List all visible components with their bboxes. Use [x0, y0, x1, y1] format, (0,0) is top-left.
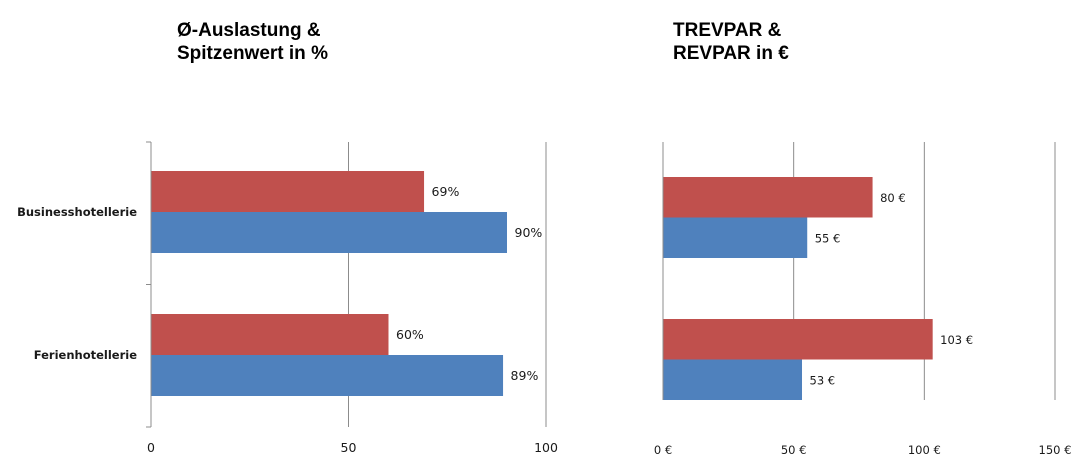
- revpar-x-tick-label-2: 100 €: [908, 443, 941, 457]
- occupancy-x-tick-label-2: 100: [534, 440, 558, 455]
- occupancy-x-tick-label-1: 50: [341, 440, 357, 455]
- revpar-data-label-1-1: 53 €: [810, 373, 836, 387]
- occupancy-bar-blue-0: [152, 212, 508, 253]
- occupancy-bar-blue-1: [152, 355, 504, 396]
- revpar-bar-blue-0: [664, 218, 808, 259]
- occupancy-category-label-0: Businesshotellerie: [17, 205, 137, 219]
- revpar-bar-red-0: [664, 177, 873, 218]
- revpar-x-tick-label-1: 50 €: [781, 443, 807, 457]
- occupancy-data-label-0-0: 69%: [432, 184, 460, 199]
- revpar-bar-red-1: [664, 319, 933, 360]
- occupancy-data-label-1-0: 90%: [515, 225, 543, 240]
- revpar-data-label-1-0: 55 €: [815, 231, 841, 245]
- occupancy-data-label-0-1: 60%: [396, 327, 424, 342]
- revpar-bar-blue-1: [664, 360, 803, 401]
- revpar-data-label-0-1: 103 €: [940, 333, 973, 347]
- occupancy-data-label-1-1: 89%: [511, 368, 539, 383]
- occupancy-category-label-1: Ferienhotellerie: [34, 348, 137, 362]
- occupancy-bar-red-1: [152, 314, 389, 355]
- occupancy-bar-red-0: [152, 171, 425, 212]
- revpar-x-tick-label-3: 150 €: [1039, 443, 1072, 457]
- revpar-data-label-0-0: 80 €: [880, 191, 906, 205]
- revpar-x-tick-label-0: 0 €: [654, 443, 672, 457]
- occupancy-x-tick-label-0: 0: [147, 440, 155, 455]
